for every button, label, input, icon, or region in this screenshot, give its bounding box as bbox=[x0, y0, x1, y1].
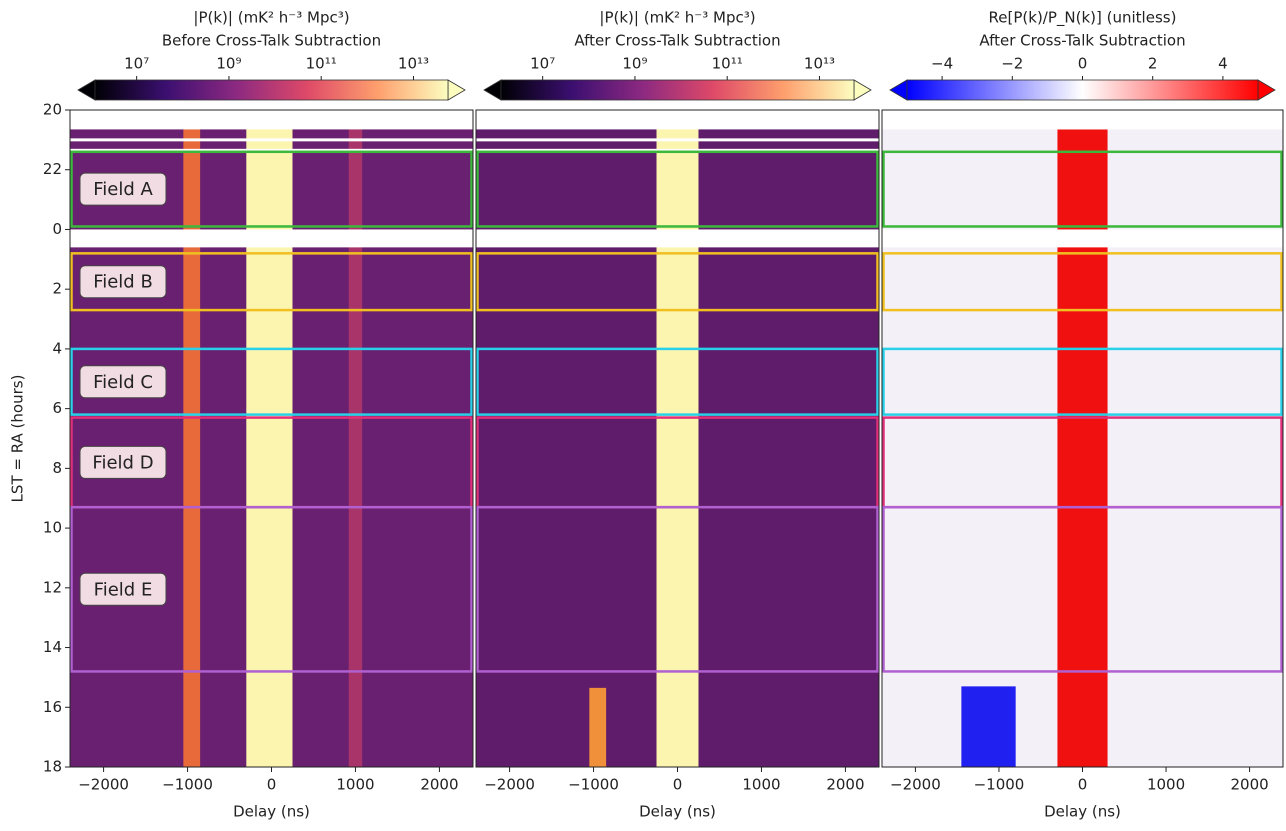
field-box bbox=[476, 252, 879, 312]
x-tick-label: −1000 bbox=[568, 776, 619, 794]
missing-rows bbox=[476, 148, 879, 152]
missing-rows bbox=[70, 148, 473, 152]
y-tick-label: 20 bbox=[43, 101, 62, 119]
field-label: Field E bbox=[94, 579, 153, 600]
x-tick-label: −2000 bbox=[890, 776, 941, 794]
colorbar bbox=[500, 79, 855, 101]
field-label-box bbox=[79, 445, 167, 479]
colorbar-tick-label: −2 bbox=[1001, 55, 1023, 73]
missing-rows bbox=[882, 110, 1283, 130]
y-tick-label: 18 bbox=[43, 758, 62, 776]
field-box bbox=[882, 505, 1283, 673]
colorbar-tick-label: 10⁷ bbox=[530, 55, 555, 73]
x-tick-label: 1000 bbox=[742, 776, 780, 794]
panel-title: Before Cross-Talk Subtraction bbox=[162, 32, 381, 50]
colorbar-tick-label: 10⁹ bbox=[216, 55, 241, 73]
heatmap-band bbox=[246, 110, 293, 767]
colorbar-tick-label: 10¹³ bbox=[398, 55, 429, 73]
colorbar-title: |P(k)| (mK² h⁻³ Mpc³) bbox=[193, 9, 349, 27]
colorbar-tick-label: 2 bbox=[1148, 55, 1158, 73]
y-tick-label: 2 bbox=[52, 280, 62, 298]
x-tick-label: 1000 bbox=[336, 776, 374, 794]
x-axis-label: Delay (ns) bbox=[1044, 803, 1121, 821]
x-tick-label: 2000 bbox=[420, 776, 458, 794]
field-box bbox=[882, 347, 1283, 416]
x-tick-label: 0 bbox=[673, 776, 683, 794]
colorbar-tick-label: 10¹³ bbox=[804, 55, 835, 73]
heatmap-band bbox=[348, 110, 363, 767]
field-label-box bbox=[79, 572, 167, 606]
colorbar-extend-high bbox=[447, 79, 466, 101]
field-box bbox=[476, 150, 879, 228]
missing-rows bbox=[476, 138, 879, 142]
x-axis-label: Delay (ns) bbox=[639, 803, 716, 821]
field-label-box bbox=[79, 365, 167, 399]
panel-title: After Cross-Talk Subtraction bbox=[574, 32, 780, 50]
field-box bbox=[70, 252, 473, 312]
heatmap-band bbox=[961, 686, 1016, 767]
x-tick-label: 1000 bbox=[1147, 776, 1185, 794]
colorbar-tick-label: 10⁹ bbox=[622, 55, 647, 73]
panel-title: After Cross-Talk Subtraction bbox=[979, 32, 1185, 50]
y-tick-label: 14 bbox=[43, 638, 62, 656]
x-tick-label: 0 bbox=[267, 776, 277, 794]
x-tick-label: 0 bbox=[1078, 776, 1088, 794]
colorbar-extend-high bbox=[853, 79, 872, 101]
y-tick-label: 16 bbox=[43, 698, 62, 716]
x-tick-label: −1000 bbox=[974, 776, 1025, 794]
colorbar bbox=[94, 79, 449, 101]
x-tick-label: −1000 bbox=[162, 776, 213, 794]
colorbar-extend-low bbox=[889, 79, 908, 101]
field-box bbox=[882, 150, 1283, 228]
y-tick-label: 12 bbox=[43, 578, 62, 596]
field-label: Field D bbox=[92, 452, 153, 473]
x-tick-label: −2000 bbox=[484, 776, 535, 794]
field-box bbox=[70, 150, 473, 228]
x-tick-label: 2000 bbox=[826, 776, 864, 794]
x-tick-label: −2000 bbox=[78, 776, 129, 794]
missing-rows bbox=[70, 229, 473, 248]
y-tick-label: 10 bbox=[43, 519, 62, 537]
field-label-box bbox=[79, 265, 167, 299]
field-box bbox=[476, 505, 879, 673]
colorbar-tick-label: 10¹¹ bbox=[306, 55, 337, 73]
missing-rows bbox=[476, 229, 879, 248]
missing-rows bbox=[882, 229, 1283, 248]
colorbar-tick-label: 10⁷ bbox=[124, 55, 149, 73]
colorbar-tick-label: 4 bbox=[1218, 55, 1228, 73]
heatmap-band bbox=[656, 110, 699, 767]
field-label-box bbox=[79, 172, 167, 206]
missing-rows bbox=[70, 138, 473, 142]
field-box bbox=[70, 347, 473, 416]
colorbar-title: |P(k)| (mK² h⁻³ Mpc³) bbox=[599, 9, 755, 27]
y-axis-label: LST = RA (hours) bbox=[9, 375, 27, 503]
heatmap-band bbox=[589, 687, 607, 767]
colorbar-tick-label: 10¹¹ bbox=[712, 55, 743, 73]
x-axis-label: Delay (ns) bbox=[233, 803, 310, 821]
field-label: Field C bbox=[93, 372, 153, 393]
field-label: Field B bbox=[93, 272, 153, 293]
y-tick-label: 22 bbox=[43, 160, 62, 178]
colorbar-extend-low bbox=[483, 79, 502, 101]
y-tick-label: 8 bbox=[52, 459, 62, 477]
colorbar-tick-label: 0 bbox=[1078, 55, 1088, 73]
colorbar bbox=[906, 79, 1259, 101]
y-tick-label: 6 bbox=[52, 399, 62, 417]
field-box bbox=[70, 505, 473, 673]
field-box bbox=[476, 347, 879, 416]
missing-rows bbox=[476, 110, 879, 130]
colorbar-title: Re[P(k)/P_N(k)] (unitless) bbox=[989, 9, 1177, 28]
colorbar-extend-high bbox=[1257, 79, 1276, 101]
y-tick-label: 0 bbox=[52, 220, 62, 238]
x-tick-label: 2000 bbox=[1230, 776, 1268, 794]
heatmap-band bbox=[183, 110, 201, 767]
colorbar-tick-label: −4 bbox=[931, 55, 953, 73]
colorbar-extend-low bbox=[77, 79, 96, 101]
y-tick-label: 4 bbox=[52, 339, 62, 357]
field-box bbox=[882, 252, 1283, 312]
field-label: Field A bbox=[93, 179, 153, 200]
missing-rows bbox=[70, 110, 473, 130]
